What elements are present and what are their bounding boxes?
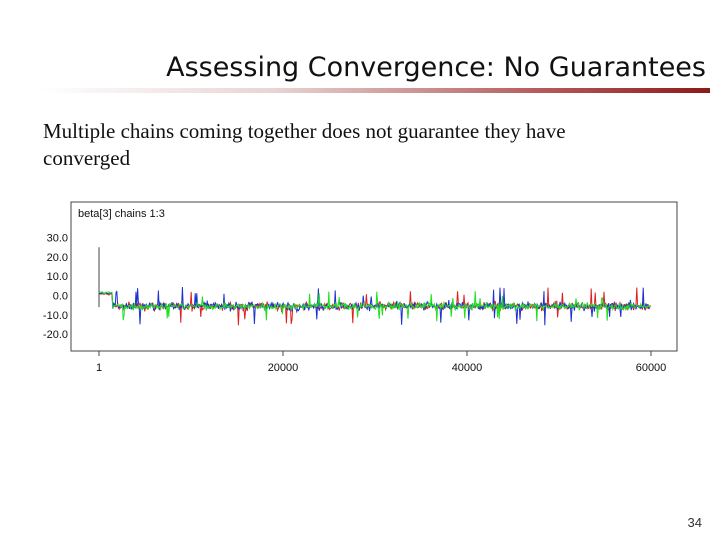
slide-number: 34 bbox=[687, 515, 702, 530]
y-tick-label: 20.0 bbox=[47, 252, 68, 264]
x-tick-label: 40000 bbox=[452, 362, 483, 374]
body-line-2: converged bbox=[43, 146, 131, 170]
chart-title: beta[3] chains 1:3 bbox=[78, 208, 165, 220]
series-group bbox=[98, 247, 651, 326]
trace-plot-svg: beta[3] chains 1:3 30.0 20.0 10.0 0.0 -10.0 -… bbox=[43, 201, 678, 374]
y-tick-label: 0.0 bbox=[53, 291, 68, 303]
x-tick-label: 60000 bbox=[636, 362, 667, 374]
y-tick-label: 30.0 bbox=[47, 233, 68, 245]
body-text: Multiple chains coming together does not… bbox=[43, 118, 683, 172]
y-tick-label: -10.0 bbox=[43, 310, 68, 322]
y-tick-label: -20.0 bbox=[43, 329, 68, 341]
y-axis: 30.0 20.0 10.0 0.0 -10.0 -20.0 bbox=[43, 233, 68, 341]
title-rule bbox=[40, 88, 710, 93]
trace-plot: beta[3] chains 1:3 30.0 20.0 10.0 0.0 -10.0 -… bbox=[30, 195, 690, 385]
slide-title: Assessing Convergence: No Guarantees bbox=[166, 52, 706, 83]
body-line-1: Multiple chains coming together does not… bbox=[43, 119, 566, 143]
y-tick-label: 10.0 bbox=[47, 271, 68, 283]
x-tick-label: 20000 bbox=[268, 362, 299, 374]
x-tick-label: 1 bbox=[96, 362, 102, 374]
plot-frame bbox=[70, 201, 678, 352]
series-line-chain-3 bbox=[98, 291, 651, 322]
x-axis: 1 20000 40000 60000 bbox=[96, 351, 666, 374]
